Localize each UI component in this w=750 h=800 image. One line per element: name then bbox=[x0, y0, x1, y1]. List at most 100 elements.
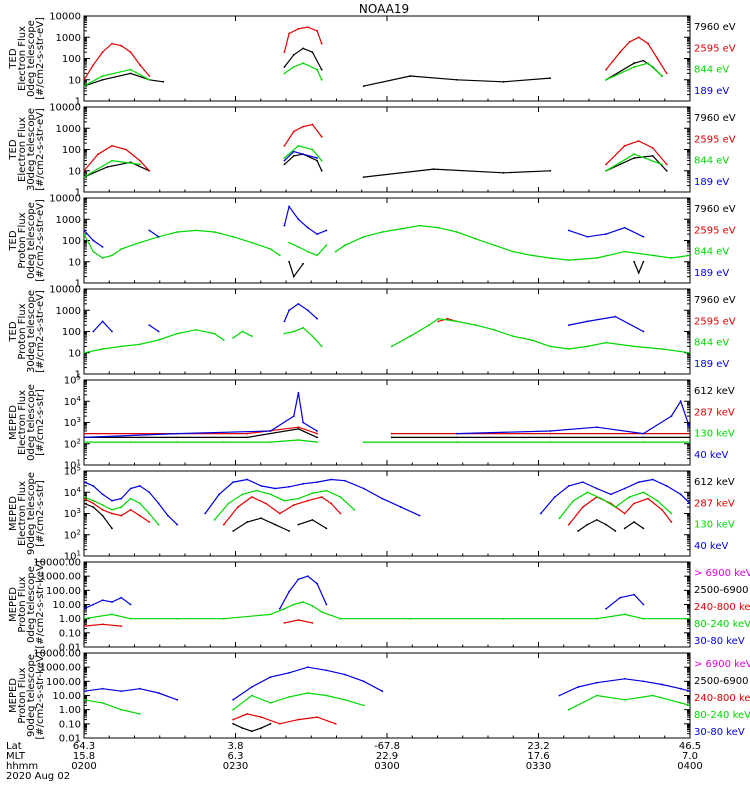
legend-entry: 189 eV bbox=[694, 359, 729, 370]
data-point bbox=[320, 611, 323, 613]
data-point bbox=[84, 229, 85, 232]
data-point bbox=[148, 521, 151, 523]
data-point bbox=[661, 75, 663, 77]
series-green-segment-1 bbox=[84, 601, 690, 620]
data-point bbox=[689, 351, 690, 354]
legend-entry: 240-800 keV bbox=[694, 602, 750, 613]
data-point bbox=[139, 64, 141, 66]
data-point bbox=[176, 332, 179, 335]
y-tick-label: 0.10 bbox=[59, 719, 81, 730]
data-point bbox=[101, 75, 104, 77]
y-tick-label: 102 bbox=[64, 437, 81, 450]
series-layer bbox=[84, 303, 690, 354]
data-point bbox=[320, 135, 323, 138]
data-point bbox=[456, 78, 458, 81]
data-point bbox=[567, 708, 570, 711]
data-point bbox=[665, 485, 668, 487]
data-point bbox=[92, 330, 95, 333]
panel-8: 10000.00 1000.00 100.00 10.00 1.00 0.10 0.01 ME… bbox=[8, 649, 750, 745]
data-point bbox=[306, 226, 309, 229]
series-layer bbox=[84, 123, 668, 179]
data-point bbox=[292, 603, 295, 606]
data-point bbox=[139, 485, 141, 487]
y-tick-label: 100 bbox=[62, 236, 81, 247]
data-point bbox=[549, 257, 552, 259]
plot-frame bbox=[83, 561, 691, 648]
data-point bbox=[283, 144, 286, 147]
data-point bbox=[623, 527, 626, 530]
data-point bbox=[232, 722, 235, 725]
series-blue-segment-4 bbox=[568, 315, 644, 333]
data-point bbox=[120, 497, 123, 500]
data-point bbox=[283, 159, 286, 162]
data-point bbox=[623, 677, 626, 680]
data-point bbox=[549, 436, 552, 439]
series-green-segment-2 bbox=[232, 330, 253, 339]
data-point bbox=[111, 512, 113, 515]
data-point bbox=[120, 248, 123, 250]
data-point bbox=[567, 348, 570, 350]
series-red-segment-1 bbox=[84, 498, 150, 523]
x-tick-label: 22.9 bbox=[376, 751, 398, 762]
data-point bbox=[92, 502, 95, 505]
y-tick-label: 10 bbox=[68, 348, 81, 359]
data-point bbox=[101, 504, 104, 506]
series-black-segment-2 bbox=[283, 47, 323, 70]
data-point bbox=[283, 66, 286, 68]
data-point bbox=[316, 254, 318, 257]
data-point bbox=[84, 481, 85, 483]
data-point bbox=[344, 698, 346, 701]
data-point bbox=[325, 694, 328, 697]
series-green-segment-1 bbox=[84, 68, 150, 87]
series-blue-segment-4 bbox=[568, 227, 644, 238]
y-tick-label: 10000.00 bbox=[33, 649, 81, 660]
data-point bbox=[297, 246, 300, 248]
data-point bbox=[213, 231, 216, 233]
data-point bbox=[320, 68, 323, 71]
series-blue-segment-1 bbox=[283, 150, 318, 162]
data-point bbox=[157, 523, 160, 526]
series-green-segment-2 bbox=[232, 692, 364, 711]
data-point bbox=[512, 335, 514, 338]
series-red-segment-3 bbox=[605, 36, 668, 74]
data-point bbox=[605, 607, 607, 610]
data-point bbox=[316, 481, 318, 483]
data-point bbox=[92, 485, 95, 487]
y-tick-label: 1 bbox=[75, 370, 81, 381]
data-point bbox=[633, 345, 635, 348]
data-point bbox=[549, 169, 552, 172]
data-point bbox=[111, 499, 113, 502]
y-tick-label: 0.10 bbox=[59, 628, 81, 639]
x-tick-label: 0400 bbox=[677, 761, 702, 772]
data-point bbox=[167, 514, 169, 517]
data-point bbox=[250, 686, 253, 688]
data-point bbox=[567, 259, 570, 261]
data-point bbox=[264, 502, 267, 505]
x-tick-label: -67.8 bbox=[374, 741, 400, 752]
data-point bbox=[129, 508, 132, 511]
series-black-segment-3 bbox=[298, 519, 327, 529]
data-point bbox=[283, 163, 286, 166]
data-point bbox=[316, 157, 318, 159]
legend-entry: > 6900 keV bbox=[694, 568, 750, 579]
data-point bbox=[362, 235, 365, 238]
data-point bbox=[101, 493, 104, 496]
data-point bbox=[628, 496, 631, 498]
legend-entry: 7960 eV bbox=[694, 295, 736, 306]
data-point bbox=[665, 163, 668, 166]
data-point bbox=[297, 578, 300, 581]
data-point bbox=[446, 317, 449, 320]
y-tick-label: 10.00 bbox=[52, 691, 81, 702]
data-point bbox=[642, 59, 645, 62]
data-point bbox=[236, 506, 239, 508]
data-point bbox=[679, 687, 682, 690]
series-black-segment-5 bbox=[624, 521, 644, 529]
y-tick-label: 104 bbox=[64, 395, 82, 408]
data-point bbox=[84, 432, 85, 435]
data-point bbox=[84, 698, 85, 701]
y-tick-label: 1000 bbox=[56, 215, 81, 226]
data-point bbox=[292, 275, 295, 278]
data-point bbox=[84, 169, 85, 172]
y-tick-label: 0.01 bbox=[59, 734, 81, 745]
data-point bbox=[278, 254, 281, 257]
